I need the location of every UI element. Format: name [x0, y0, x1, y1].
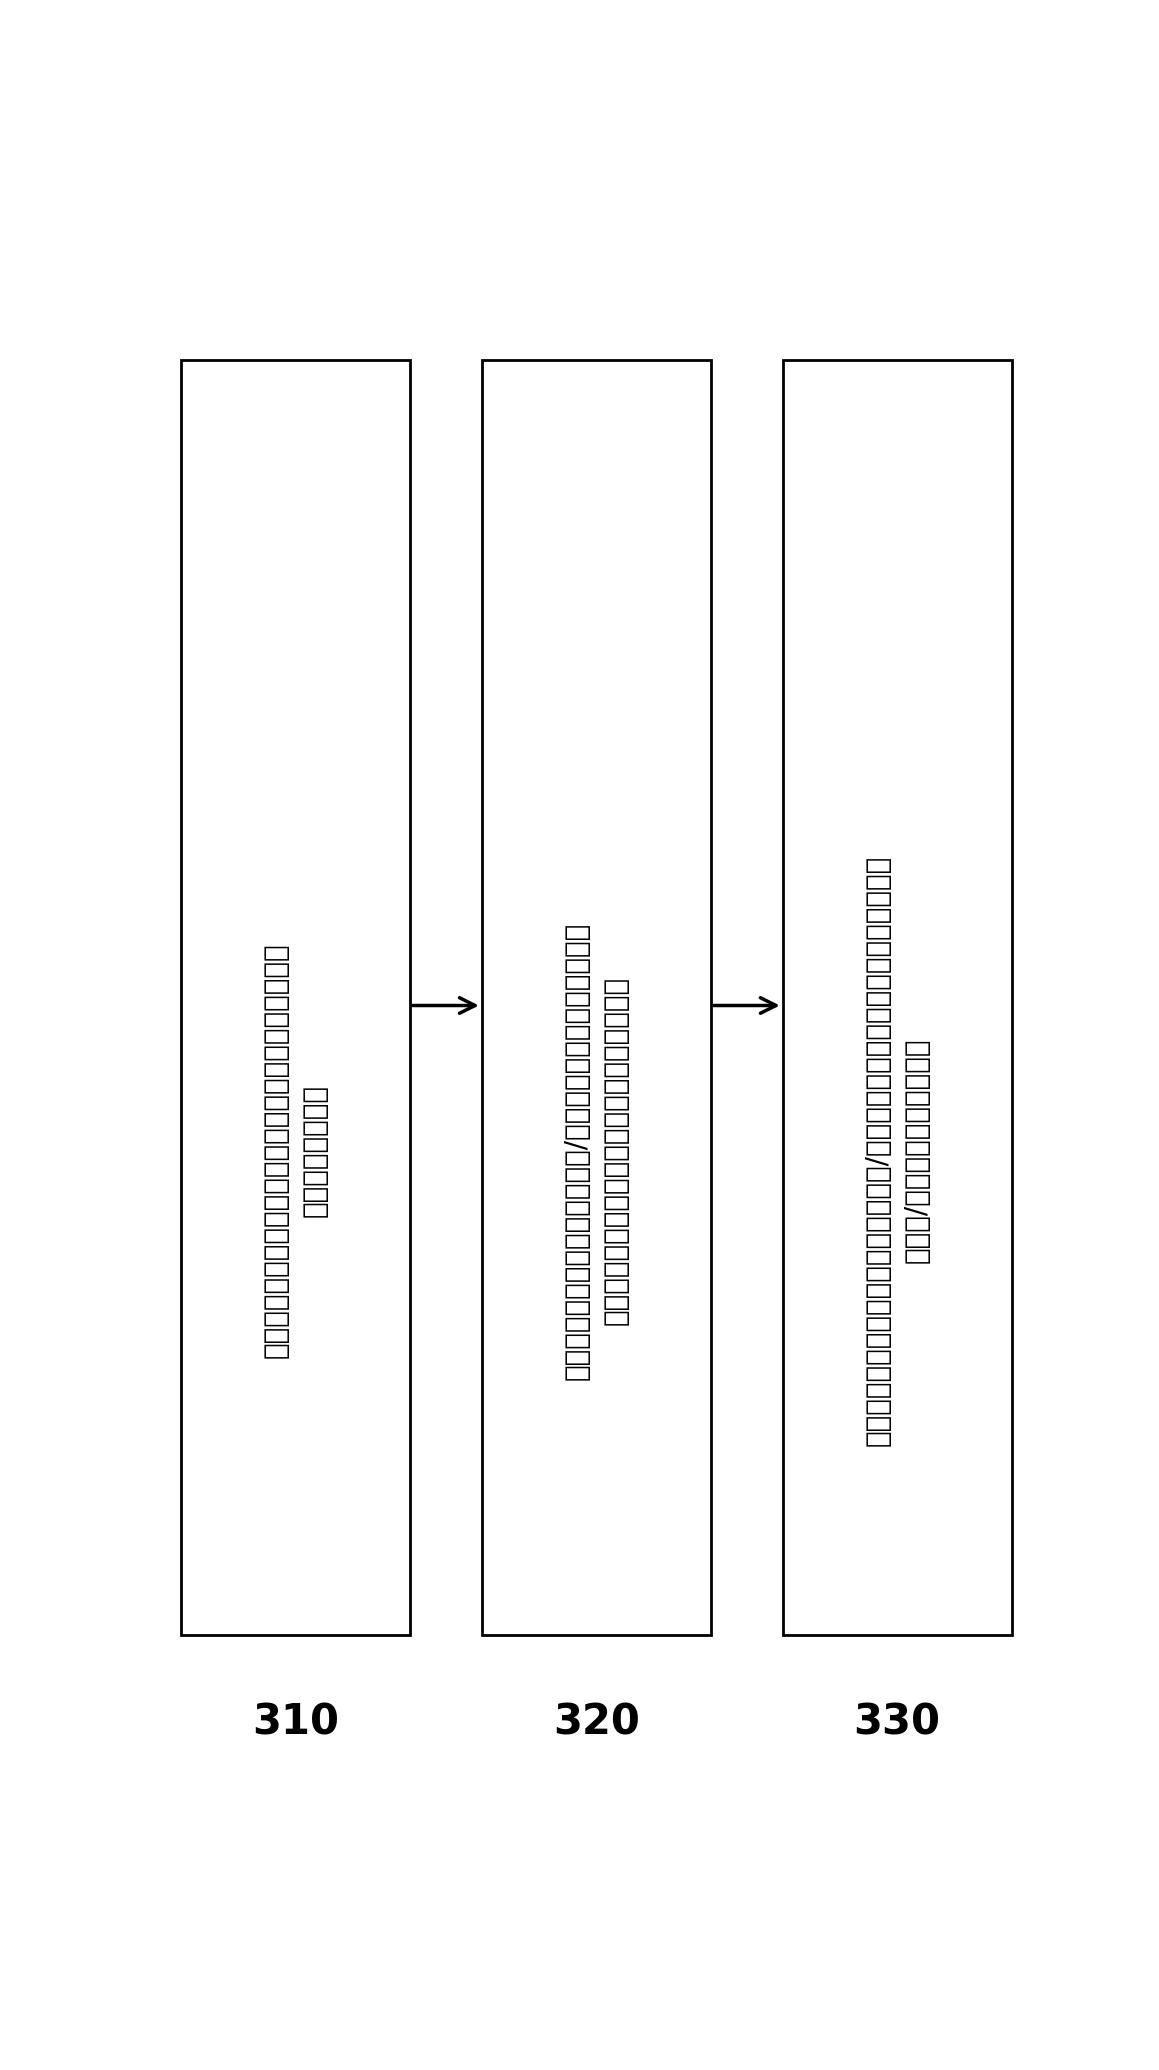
Text: 获得与用于用于下行链路定时和/或定时提前的参考小区使用的
第一小区和至少一个第二小区相关的可靠性信息: 获得与用于用于下行链路定时和/或定时提前的参考小区使用的 第一小区和至少一个第二…: [563, 921, 629, 1381]
Bar: [181, 360, 410, 1635]
Text: 310: 310: [252, 1702, 338, 1743]
Text: 330: 330: [854, 1702, 941, 1743]
Bar: [482, 360, 710, 1635]
Text: 接收指示定时提前组信息，该定时提前组包括第一小区和
至少一个第二小区: 接收指示定时提前组信息，该定时提前组包括第一小区和 至少一个第二小区: [262, 942, 329, 1358]
Bar: [782, 360, 1012, 1635]
Text: 基于所获得的可靠性信息来选择定时和/或定时提前组中的小区作为用于下行链路
定时和/或定时提前的参考小区: 基于所获得的可靠性信息来选择定时和/或定时提前组中的小区作为用于下行链路 定时和…: [863, 855, 931, 1447]
Text: 320: 320: [553, 1702, 640, 1743]
